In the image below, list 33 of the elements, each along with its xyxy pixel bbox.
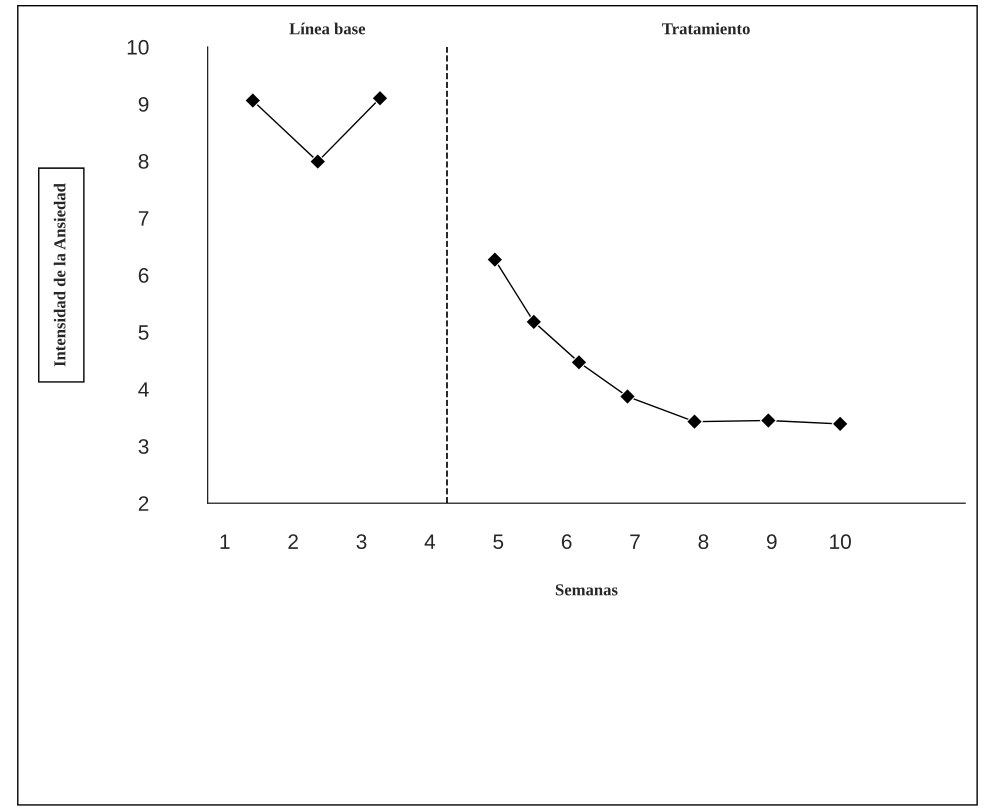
point: [760, 412, 777, 429]
x-axis-title: Semanas: [556, 584, 618, 596]
y-tick-label: 10: [128, 40, 149, 55]
point: [832, 416, 849, 432]
point: [686, 413, 703, 430]
text: Tratamiento: [662, 22, 750, 34]
y-tick-label: 7: [138, 211, 148, 226]
x-tick-label: 3: [356, 534, 366, 550]
y-tick-label: 2: [138, 496, 148, 511]
x-tick-label: 6: [562, 534, 572, 550]
point: [619, 388, 636, 405]
y-tick-label: 5: [138, 325, 148, 340]
point: [309, 153, 326, 170]
x-tick-label: 4: [424, 534, 436, 549]
point: [244, 92, 262, 109]
x-tick-label: 2: [288, 534, 298, 549]
point: [525, 313, 542, 330]
x-tick-label: 10: [830, 534, 851, 550]
x-tick-label: 8: [698, 534, 708, 550]
point: [486, 251, 504, 268]
x-tick-label: 5: [493, 534, 504, 550]
x-tick-label: 7: [630, 534, 640, 549]
y-axis-title: Intensidad de la Ansiedad: [54, 183, 66, 366]
y-tick-label: 8: [138, 154, 148, 169]
y-tick-label: 6: [138, 268, 148, 283]
point: [570, 354, 588, 371]
y-tick-label: 3: [138, 439, 148, 454]
y-tick-label: 9: [138, 96, 148, 112]
text: Línea base: [289, 22, 366, 34]
x-tick-label: 9: [766, 534, 777, 550]
point: [372, 90, 388, 107]
x-tick-label: 1: [220, 534, 230, 549]
y-tick-label: 4: [138, 382, 149, 397]
